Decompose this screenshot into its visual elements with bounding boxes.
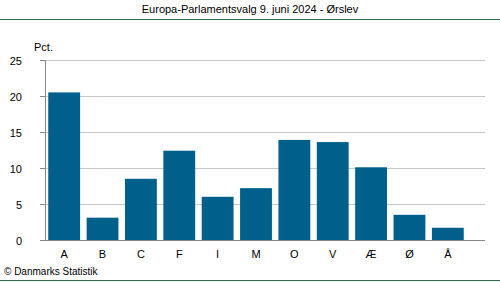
bar <box>240 188 272 240</box>
y-tick-label: 20 <box>10 91 22 103</box>
header-rule <box>0 19 500 20</box>
bar <box>432 228 464 240</box>
y-tick-label: 5 <box>16 199 22 211</box>
chart: Europa-Parlamentsvalg 9. juni 2024 - Ørs… <box>0 0 500 282</box>
x-tick-label: Å <box>444 248 452 260</box>
x-tick-label: Æ <box>366 248 377 260</box>
footer-rule <box>0 280 500 281</box>
bar <box>317 142 349 240</box>
x-tick-label: Ø <box>405 248 414 260</box>
grid-line <box>45 60 485 61</box>
y-tick <box>40 240 45 241</box>
y-tick <box>40 168 45 169</box>
bar <box>278 140 310 240</box>
y-tick-label: 0 <box>16 235 22 247</box>
y-tick-label: 10 <box>10 163 22 175</box>
x-tick-label: I <box>216 248 219 260</box>
y-tick-label: 15 <box>10 127 22 139</box>
y-tick <box>40 132 45 133</box>
grid-line <box>45 240 485 241</box>
x-tick-label: O <box>290 248 299 260</box>
source: © Danmarks Statistik <box>4 266 99 277</box>
bar <box>48 92 80 240</box>
y-tick <box>40 204 45 205</box>
y-tick-label: 25 <box>10 55 22 67</box>
y-axis-label: Pct. <box>34 41 53 53</box>
y-tick <box>40 60 45 61</box>
x-tick-label: B <box>99 248 106 260</box>
grid-line <box>45 132 485 133</box>
x-tick-label: A <box>61 248 69 260</box>
grid-line <box>45 168 485 169</box>
grid-line <box>45 96 485 97</box>
x-tick-label: F <box>176 248 183 260</box>
bar <box>87 218 119 240</box>
bar <box>125 179 157 240</box>
bar <box>394 215 426 240</box>
title: Europa-Parlamentsvalg 9. juni 2024 - Ørs… <box>142 3 359 15</box>
bars <box>48 92 463 240</box>
bar <box>355 167 387 240</box>
bar <box>202 197 234 240</box>
y-axis-line <box>45 60 46 240</box>
x-tick-label: V <box>329 248 337 260</box>
x-tick-label: C <box>137 248 145 260</box>
y-tick <box>40 96 45 97</box>
x-tick-label: M <box>251 248 260 260</box>
bar <box>163 151 195 240</box>
